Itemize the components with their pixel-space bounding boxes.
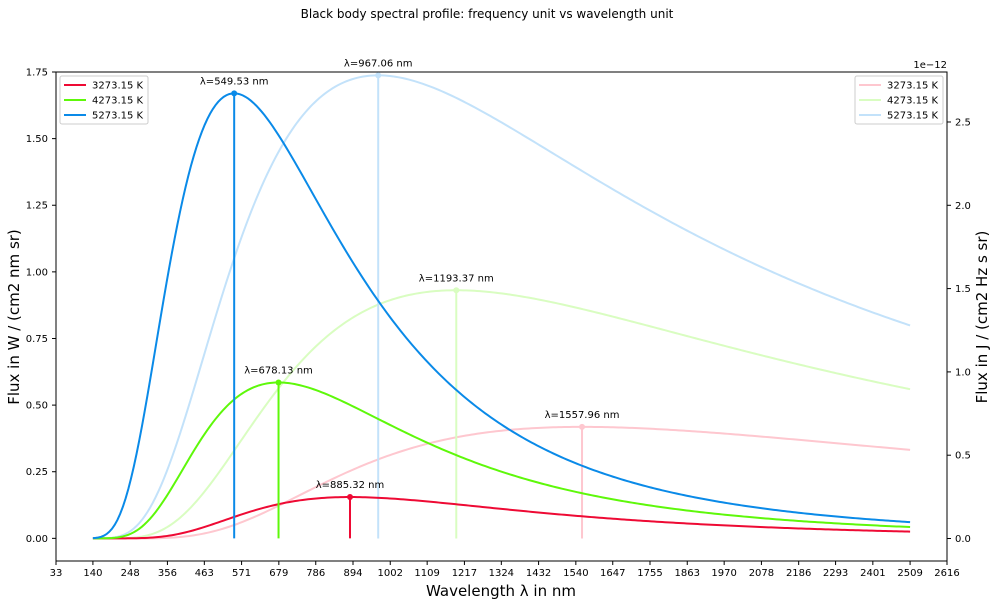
peak-marker-4 [453,287,460,294]
x-tick-label-11: 1217 [452,568,477,579]
x-tick-label-23: 2509 [897,568,922,579]
left-y-tick-label-3: 0.75 [26,334,48,345]
x-tick-label-14: 1540 [563,568,588,579]
x-tick-label-1: 140 [83,568,102,579]
legend-left: 3273.15 K 4273.15 K 5273.15 K [59,75,149,125]
x-tick-label-18: 1970 [711,568,736,579]
series-line-0 [92,496,911,540]
x-tick-label-5: 571 [232,568,251,579]
x-tick-label-22: 2401 [860,568,885,579]
legend-left-label-0: 3273.15 K [92,81,144,92]
left-y-tick-label-1: 0.25 [26,467,48,478]
left-y-tick-label-5: 1.25 [26,201,48,212]
peak-annotation-0: λ=885.32 nm [316,480,385,491]
right-axis-multiplier: 1e−12 [913,60,947,71]
left-y-axis-ticks: 0.00 0.25 0.50 0.75 1.00 1.25 1.50 1.75 [26,68,56,545]
x-axis-ticks: 33 140 248 356 463 571 679 786 894 1002 1109 1217 13… [50,561,960,579]
legend-left-box [59,75,149,125]
x-tick-label-0: 33 [50,568,63,579]
peak-annotation-2: λ=549.53 nm [200,76,269,87]
left-y-tick-label-7: 1.75 [26,68,48,79]
x-tick-label-4: 463 [195,568,214,579]
x-tick-label-7: 786 [306,568,325,579]
x-tick-label-12: 1324 [489,568,514,579]
series-line-1 [92,381,911,540]
series-line-4 [92,289,911,540]
right-y-tick-label-1: 0.5 [955,451,971,462]
x-tick-label-3: 356 [158,568,177,579]
left-axis-curves: λ=885.32 nm λ=678.13 nm λ=549.53 nm [92,76,911,540]
x-tick-label-13: 1432 [526,568,551,579]
peak-marker-5 [375,72,382,79]
x-tick-label-8: 894 [343,568,362,579]
x-tick-label-20: 2186 [786,568,811,579]
left-y-tick-label-0: 0.00 [26,534,48,545]
legend-right: 3273.15 K 4273.15 K 5273.15 K [854,75,944,125]
x-tick-label-15: 1647 [600,568,625,579]
legend-right-box [854,75,944,125]
right-y-tick-label-3: 1.5 [955,284,971,295]
series-line-3 [92,425,911,540]
x-tick-label-16: 1755 [637,568,662,579]
x-tick-label-19: 2078 [749,568,774,579]
right-y-tick-label-5: 2.5 [955,117,971,128]
peak-marker-1 [275,379,282,386]
peak-annotation-4: λ=1193.37 nm [419,273,494,284]
peak-marker-0 [347,494,354,501]
x-tick-label-17: 1863 [675,568,700,579]
x-tick-label-2: 248 [121,568,140,579]
legend-left-label-2: 5273.15 K [92,111,144,122]
right-y-axis-ticks: 0.0 0.5 1.0 1.5 2.0 2.5 [947,117,971,545]
right-y-tick-label-0: 0.0 [955,534,971,545]
legend-right-label-1: 4273.15 K [887,96,939,107]
left-y-tick-label-2: 0.50 [26,401,48,412]
x-tick-label-10: 1109 [414,568,439,579]
peak-annotation-3: λ=1557.96 nm [545,410,620,421]
left-y-axis-label: Flux in W / (cm2 nm sr) [5,229,23,405]
x-tick-label-6: 679 [269,568,288,579]
left-y-tick-label-4: 1.00 [26,267,48,278]
series-line-5 [92,74,911,540]
right-y-tick-label-2: 1.0 [955,367,971,378]
peak-annotation-1: λ=678.13 nm [244,365,313,376]
plot-frame [55,71,948,562]
x-tick-label-9: 1002 [378,568,403,579]
right-y-tick-label-4: 2.0 [955,201,971,212]
legend-left-label-1: 4273.15 K [92,96,144,107]
peak-marker-3 [579,423,586,430]
right-y-axis-label: Flux in J / (cm2 Hz s sr) [973,231,991,404]
right-axis-curves: λ=1557.96 nm λ=1193.37 nm λ=967.06 nm [92,58,911,540]
x-tick-label-21: 2293 [823,568,848,579]
legend-right-label-0: 3273.15 K [887,81,939,92]
peak-marker-2 [231,90,238,97]
legend-right-label-2: 5273.15 K [887,111,939,122]
peak-annotation-5: λ=967.06 nm [344,58,413,69]
left-y-tick-label-6: 1.50 [26,134,48,145]
series-line-2 [92,92,911,540]
x-axis-label: Wavelength λ in nm [426,582,576,600]
chart-title: Black body spectral profile: frequency u… [301,7,674,21]
x-tick-label-24: 2616 [934,568,959,579]
